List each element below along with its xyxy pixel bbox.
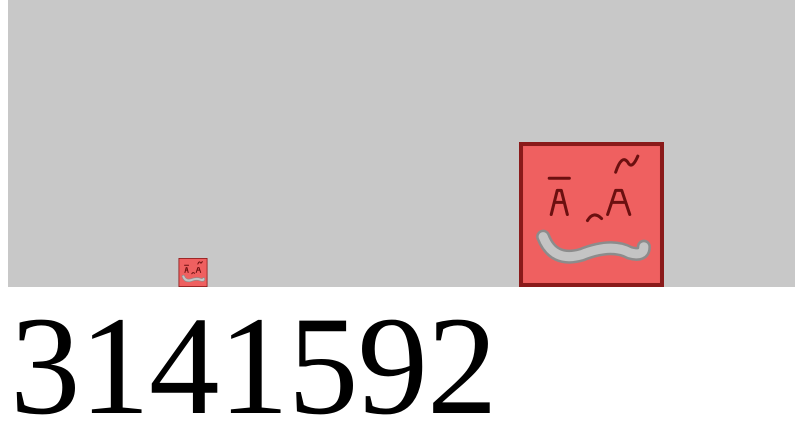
large-character[interactable] xyxy=(519,142,664,287)
game-stage[interactable] xyxy=(8,0,795,287)
red-block-face-icon xyxy=(178,258,208,287)
small-character[interactable] xyxy=(178,258,208,287)
red-block-face-icon xyxy=(519,142,664,287)
score-display: 3141592 xyxy=(10,288,497,444)
